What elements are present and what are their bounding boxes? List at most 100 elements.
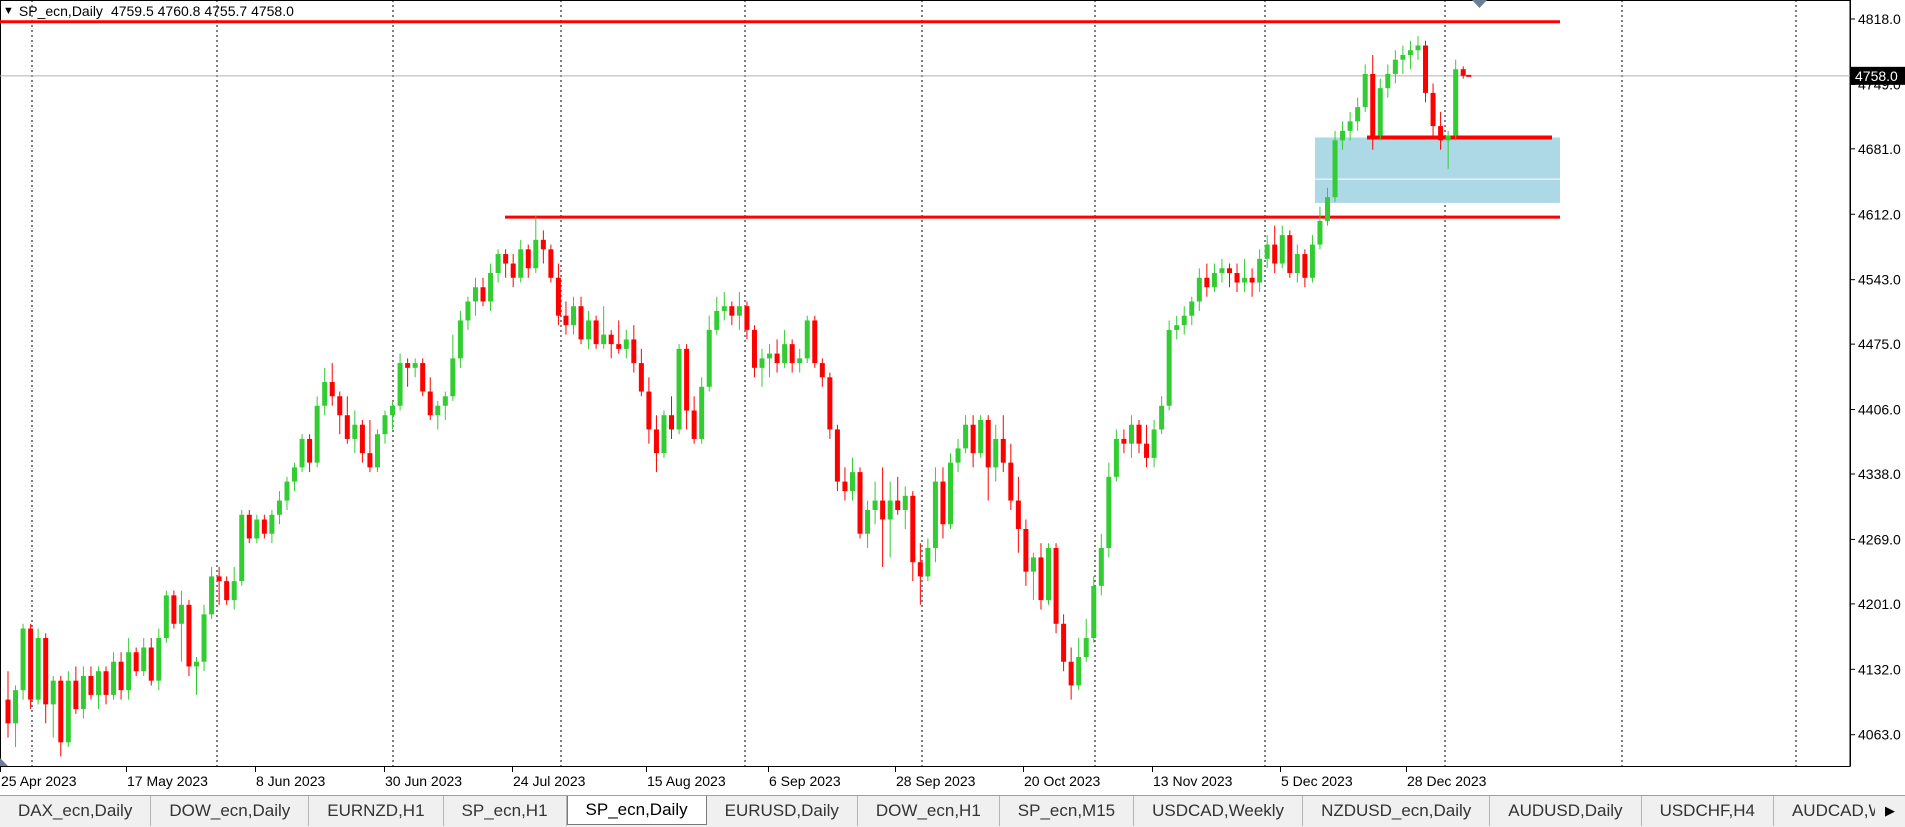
- bear-candle: [646, 391, 652, 430]
- bear-candle: [744, 306, 750, 330]
- bear-candle: [985, 419, 991, 468]
- bull-candle: [141, 647, 147, 672]
- corner-marker-icon: [0, 758, 8, 766]
- bull-candle: [156, 638, 162, 681]
- bull-candle: [465, 301, 471, 321]
- tab-scroll-right-icon[interactable]: ▶: [1875, 796, 1905, 826]
- bull-candle: [1091, 585, 1097, 639]
- tab-audusd-daily[interactable]: AUDUSD,Daily: [1490, 796, 1642, 826]
- tab-sp-ecn-m15[interactable]: SP_ecn,M15: [1000, 796, 1135, 826]
- bear-candle: [1204, 277, 1210, 288]
- bull-candle: [495, 254, 501, 274]
- bear-candle: [216, 576, 222, 582]
- bull-candle: [1189, 301, 1195, 316]
- bear-candle: [684, 348, 690, 411]
- collapse-triangle-icon[interactable]: ▼: [3, 5, 14, 17]
- bull-candle: [1317, 220, 1323, 245]
- bull-candle: [1166, 329, 1172, 406]
- bull-candle: [797, 358, 803, 364]
- chart-tabs: DAX_ecn,Daily DOW_ecn,Daily EURNZD,H1 SP_ec…: [0, 796, 1905, 827]
- bull-candle: [736, 306, 742, 316]
- tab-eurnzd-h1[interactable]: EURNZD,H1: [309, 796, 444, 826]
- bear-candle: [608, 334, 614, 345]
- current-price-box: [1851, 66, 1905, 85]
- time-tick-label: 13 Nov 2023: [1153, 773, 1233, 789]
- bull-candle: [390, 405, 396, 416]
- tab-sp-ecn-daily[interactable]: SP_ecn,Daily: [566, 796, 707, 825]
- bear-candle: [555, 277, 561, 316]
- bull-candle: [1106, 476, 1112, 548]
- bull-candle: [1151, 429, 1157, 458]
- bear-candle: [261, 519, 267, 534]
- bear-candle: [774, 353, 780, 364]
- price-tick-label: 4681.0: [1858, 141, 1901, 157]
- bull-candle: [1196, 277, 1202, 302]
- bull-candle: [1325, 197, 1330, 221]
- bull-candle: [322, 382, 328, 406]
- bear-candle: [1023, 528, 1029, 572]
- bull-candle: [412, 363, 418, 368]
- bear-candle: [910, 495, 916, 563]
- bull-candle: [95, 671, 101, 695]
- ohlc-values: 4759.5 4760.8 4755.7 4758.0: [110, 3, 294, 19]
- bull-candle: [20, 628, 26, 691]
- price-tick-label: 4201.0: [1858, 596, 1901, 612]
- bull-candle: [209, 576, 215, 615]
- tab-eurusd-daily[interactable]: EURUSD,Daily: [707, 796, 858, 826]
- bear-candle: [5, 699, 11, 724]
- supply-demand-zone[interactable]: [1315, 137, 1560, 203]
- bull-candle: [1211, 273, 1217, 288]
- bear-candle: [405, 363, 411, 368]
- bull-candle: [65, 680, 71, 743]
- bull-candle: [721, 306, 727, 311]
- bear-candle: [1370, 73, 1376, 136]
- bull-candle: [1407, 50, 1413, 55]
- bear-candle: [1249, 277, 1255, 283]
- tab-sp-ecn-h1[interactable]: SP_ecn,H1: [444, 796, 567, 826]
- bull-candle: [488, 273, 494, 302]
- bull-candle: [292, 467, 298, 482]
- bull-candle: [1415, 45, 1421, 51]
- bull-candle: [178, 604, 184, 624]
- bear-candle: [1008, 462, 1014, 501]
- bear-candle: [1287, 235, 1293, 274]
- bear-candle: [28, 628, 34, 700]
- bull-candle: [239, 514, 245, 582]
- bear-candle: [103, 671, 109, 695]
- bull-candle: [111, 661, 117, 695]
- tab-usdcad-weekly[interactable]: USDCAD,Weekly: [1134, 796, 1304, 826]
- time-tick-label: 6 Sep 2023: [769, 773, 841, 789]
- tab-dow-ecn-daily[interactable]: DOW_ecn,Daily: [151, 796, 310, 826]
- bear-candle: [880, 500, 886, 520]
- bear-candle: [819, 363, 825, 378]
- bull-candle: [1181, 315, 1187, 326]
- time-tick-label: 25 Apr 2023: [1, 773, 77, 789]
- bear-candle: [669, 415, 675, 430]
- bull-candle: [623, 339, 629, 349]
- plot-frame: [0, 0, 1851, 767]
- bear-candle: [812, 320, 818, 364]
- bull-candle: [714, 310, 720, 330]
- bear-candle: [246, 514, 252, 539]
- bear-candle: [653, 429, 659, 454]
- bull-candle: [1355, 107, 1361, 122]
- bear-candle: [842, 481, 848, 492]
- bear-candle: [1038, 557, 1044, 601]
- tab-dow-ecn-h1[interactable]: DOW_ecn,H1: [858, 796, 1000, 826]
- bull-candle: [865, 510, 871, 534]
- bull-candle: [1385, 73, 1391, 89]
- bear-candle: [359, 424, 365, 454]
- bull-candle: [1332, 140, 1338, 198]
- price-tick-label: 4406.0: [1858, 402, 1901, 418]
- chart-window[interactable]: 4818.04749.04681.04612.04543.04475.04406…: [0, 0, 1905, 792]
- bull-candle: [299, 438, 305, 468]
- tab-nzdusd-ecn-daily[interactable]: NZDUSD_ecn,Daily: [1303, 796, 1491, 826]
- price-tick-label: 4269.0: [1858, 531, 1901, 547]
- bull-candle: [276, 500, 282, 515]
- tab-dax-ecn-daily[interactable]: DAX_ecn,Daily: [0, 796, 152, 826]
- bear-candle: [1000, 438, 1006, 463]
- tab-usdchf-h4[interactable]: USDCHF,H4: [1642, 796, 1774, 826]
- bear-candle: [525, 249, 531, 269]
- price-chart[interactable]: 4818.04749.04681.04612.04543.04475.04406…: [0, 0, 1905, 792]
- scroll-marker-icon[interactable]: [1472, 0, 1487, 8]
